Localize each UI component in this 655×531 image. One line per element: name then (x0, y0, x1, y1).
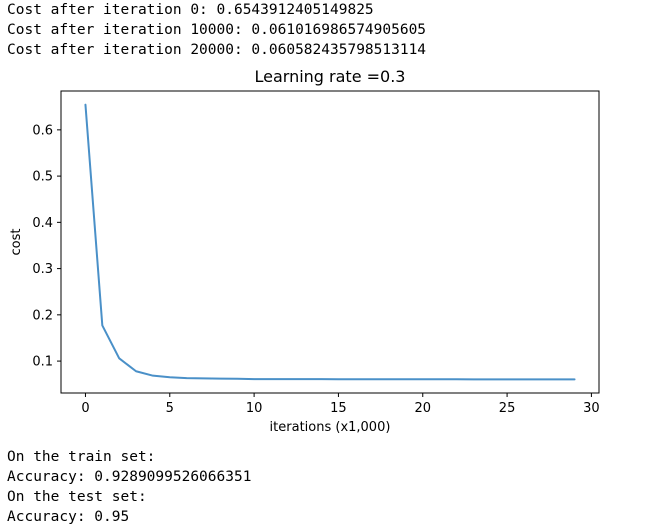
y-tick-label: 0.4 (32, 216, 53, 231)
learning-curve-chart: Learning rate =0.3 0 5 10 15 20 25 30 0.10.20.… (9, 67, 600, 435)
output-line: Cost after iteration 10000: 0.0610169865… (7, 22, 427, 38)
x-tick-label: 20 (414, 401, 431, 416)
cost-series-line (84, 103, 576, 381)
y-axis: 0.1 0.2 0.3 0.4 0.5 0.6 (32, 123, 61, 370)
x-tick-label: 25 (499, 401, 516, 416)
y-axis-label: cost (9, 229, 24, 256)
x-tick-label: 0 (81, 401, 89, 416)
output-line: On the test set: (7, 489, 147, 505)
output-line: Accuracy: 0.9289099526066351 (7, 469, 252, 485)
series-layer (84, 103, 576, 381)
x-tick-label: 15 (330, 401, 347, 416)
y-tick-label: 0.1 (32, 355, 53, 370)
y-tick-label: 0.2 (32, 308, 53, 323)
x-axis: 0 5 10 15 20 25 30 (81, 393, 600, 416)
output-line: Cost after iteration 0: 0.65439124051498… (7, 2, 374, 18)
y-tick-label: 0.6 (32, 123, 53, 138)
y-tick-label: 0.5 (32, 170, 53, 185)
output-line: On the train set: (7, 449, 156, 465)
chart-title: Learning rate =0.3 (255, 67, 406, 86)
output-line: Accuracy: 0.95 (7, 509, 130, 525)
y-tick-label: 0.3 (32, 262, 53, 277)
x-tick-label: 30 (583, 401, 600, 416)
x-axis-label: iterations (x1,000) (270, 420, 391, 435)
output-line: Cost after iteration 20000: 0.0605824357… (7, 42, 427, 58)
x-tick-label: 5 (166, 401, 174, 416)
x-tick-label: 10 (246, 401, 263, 416)
plot-area-frame (60, 90, 600, 394)
